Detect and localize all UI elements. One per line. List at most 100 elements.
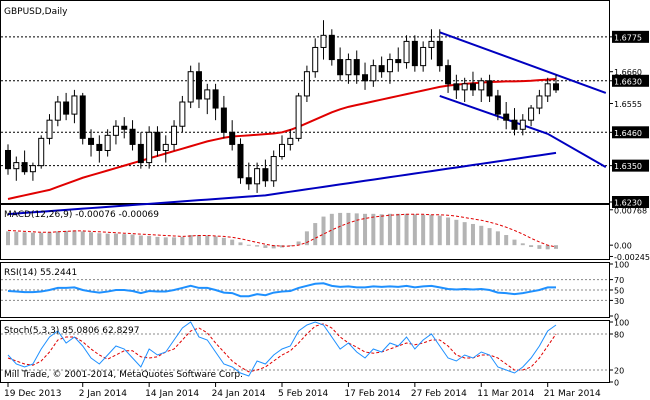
stoch-tick-label: 20 (614, 367, 624, 376)
macd-histogram-bar (529, 245, 534, 248)
bullish-candle (254, 168, 261, 185)
price-tick-label: 1.6555 (614, 100, 642, 109)
macd-histogram-bar (255, 245, 260, 247)
macd-tick-label: 0.00 (614, 242, 632, 251)
macd-histogram-bar (22, 232, 27, 246)
bearish-candle (96, 143, 103, 151)
macd-histogram-bar (363, 213, 368, 246)
macd-histogram-bar (412, 214, 417, 246)
bearish-candle (411, 40, 418, 67)
bullish-candle (519, 119, 526, 130)
bullish-candle (428, 40, 435, 48)
macd-histogram-bar (64, 230, 69, 246)
bearish-candle (5, 149, 11, 170)
bullish-candle (29, 165, 36, 173)
price-tick-highlight (612, 74, 649, 87)
macd-histogram-bar (470, 223, 475, 246)
macd-histogram-bar (487, 228, 492, 246)
macd-histogram-bar (296, 241, 301, 246)
macd-indicator (6, 212, 558, 250)
macd-histogram-bar (196, 235, 201, 246)
symbol-label: GBPUSD,Daily (4, 7, 68, 17)
bearish-candle (195, 71, 202, 100)
macd-histogram-bar (55, 231, 60, 246)
macd-histogram-bar (338, 212, 343, 246)
bearish-candle (21, 162, 28, 173)
macd-histogram-bar (429, 214, 434, 246)
bearish-candle (511, 119, 518, 130)
bearish-candle (503, 113, 510, 121)
macd-tick-label: -0.00245 (614, 253, 650, 262)
rsi-label: RSI(14) 55.2441 (4, 268, 77, 278)
bullish-candle (536, 95, 543, 109)
macd-histogram-bar (446, 217, 451, 246)
bearish-candle (328, 34, 335, 61)
stochastic-axis: 100 80 20 0 (609, 319, 629, 388)
bullish-candle (187, 71, 194, 103)
trend-line (547, 132, 607, 169)
time-tick-label: 14 Jan 2014 (145, 389, 199, 399)
bullish-candle (544, 83, 551, 97)
bullish-candle (345, 59, 352, 76)
bullish-candle (320, 34, 327, 48)
time-tick-label: 17 Feb 2014 (344, 389, 400, 399)
price-tick-label: 1.6460 (614, 129, 642, 138)
macd-histogram-bar (421, 214, 426, 246)
macd-histogram-bar (14, 231, 19, 246)
bearish-candle (353, 59, 360, 76)
macd-histogram-bar (271, 245, 276, 249)
bearish-candle (486, 80, 493, 97)
bearish-candle (378, 65, 385, 73)
macd-histogram-bar (105, 233, 110, 246)
stoch-label: Stoch(5,3,3) 85.0806 62.8297 (4, 326, 139, 336)
price-tick-label: 1.6630 (614, 77, 642, 86)
macd-histogram-bar (512, 239, 517, 246)
bullish-candle (104, 134, 111, 151)
bullish-candle (461, 83, 468, 91)
macd-histogram-bar (354, 213, 359, 246)
time-tick-label: 27 Feb 2014 (411, 389, 467, 399)
bearish-candle (220, 107, 227, 133)
macd-histogram-bar (313, 223, 318, 246)
macd-histogram-bar (263, 245, 268, 248)
bearish-candle (88, 137, 95, 145)
rsi-tick-label: 50 (614, 287, 624, 296)
macd-histogram-bar (6, 231, 10, 246)
rsi-tick-label: 100 (614, 261, 629, 270)
trend-line (439, 94, 549, 135)
time-tick-label: 2 Jan 2014 (79, 389, 127, 399)
macd-histogram-bar (495, 231, 500, 246)
price-tick-highlight (612, 159, 649, 172)
bearish-candle (137, 143, 144, 164)
macd-histogram-bar (30, 232, 35, 246)
bearish-candle (553, 83, 559, 91)
time-axis: 19 Dec 2013 2 Jan 2014 14 Jan 2014 24 Jan 2… (4, 383, 601, 399)
bullish-candle (478, 80, 485, 91)
macd-histogram-bar (130, 234, 135, 246)
time-tick-label: 21 Mar 2014 (544, 389, 601, 399)
bearish-candle (436, 40, 443, 67)
macd-histogram-bar (437, 215, 442, 246)
bearish-candle (154, 131, 161, 151)
macd-histogram-bar (39, 232, 44, 246)
macd-histogram-bar (205, 235, 210, 246)
stoch-panel-frame (0, 320, 610, 383)
bearish-candle (129, 128, 136, 145)
price-tick-highlight (612, 126, 649, 139)
bullish-candle (303, 71, 310, 97)
time-tick-label: 19 Dec 2013 (4, 389, 62, 399)
macd-histogram-bar (221, 237, 226, 246)
bullish-candle (270, 156, 277, 182)
bearish-candle (453, 83, 460, 91)
price-tick-label: 1.6775 (614, 33, 642, 42)
price-tick-highlight (612, 30, 649, 43)
macd-histogram-bar (404, 213, 409, 246)
macd-histogram-bar (188, 235, 193, 246)
macd-histogram-bar (230, 239, 235, 246)
rsi-line (7, 282, 556, 298)
macd-signal-line (7, 213, 557, 248)
bullish-candle (179, 101, 186, 127)
macd-histogram-bar (180, 236, 185, 246)
